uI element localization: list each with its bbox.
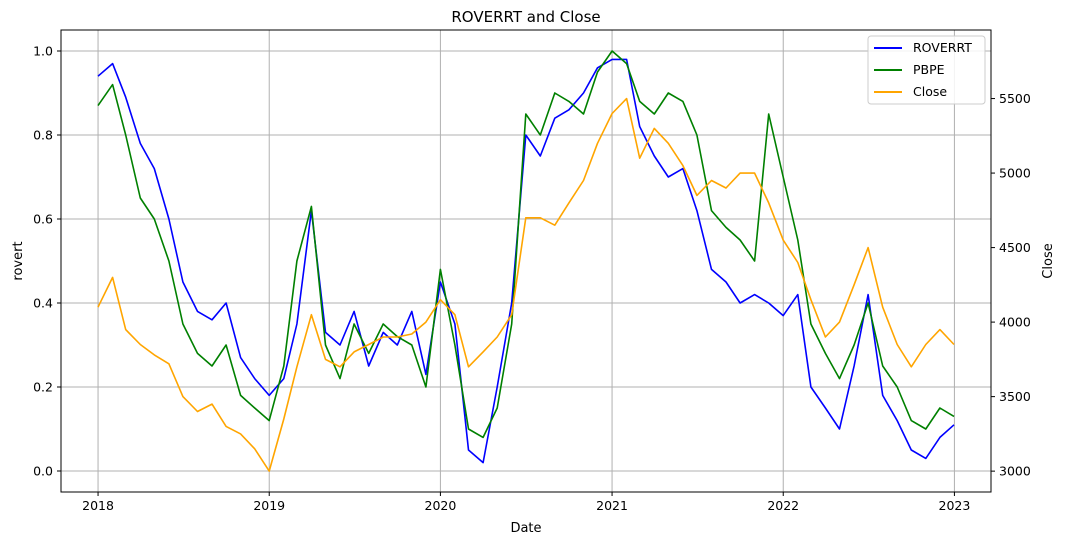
legend-label-pbpe: PBPE bbox=[913, 62, 945, 77]
y-tick-label-right: 5000 bbox=[999, 166, 1031, 181]
plot-frame bbox=[60, 29, 992, 493]
x-tick-label: 2018 bbox=[82, 498, 114, 513]
y-tick-label-left: 0.8 bbox=[33, 128, 53, 143]
y-tick-label-left: 0.0 bbox=[33, 464, 53, 479]
legend-label-close: Close bbox=[913, 84, 947, 99]
y-axis-title-left: rovert bbox=[11, 241, 26, 280]
chart-title: ROVERRT and Close bbox=[451, 8, 600, 26]
y-tick-label-right: 5500 bbox=[999, 91, 1031, 106]
x-tick-label: 2023 bbox=[939, 498, 971, 513]
y-tick-label-left: 0.2 bbox=[33, 380, 53, 395]
x-tick-label: 2022 bbox=[767, 498, 799, 513]
series-line-pbpe bbox=[97, 50, 955, 439]
x-axis-title: Date bbox=[510, 521, 541, 536]
y-axis-left: 0.0 0.2 0.4 0.6 0.8 1.0 bbox=[33, 44, 61, 479]
x-axis: 2018 2019 2020 2021 2022 2023 bbox=[82, 492, 970, 513]
y-tick-label-right: 3500 bbox=[999, 389, 1031, 404]
legend: ROVERRT PBPE Close bbox=[867, 35, 986, 105]
x-tick-label: 2020 bbox=[425, 498, 457, 513]
y-tick-label-left: 0.4 bbox=[33, 296, 53, 311]
x-tick-label: 2019 bbox=[253, 498, 285, 513]
series-lines bbox=[97, 50, 955, 472]
legend-box bbox=[867, 35, 986, 105]
y-tick-label-left: 1.0 bbox=[33, 44, 53, 59]
y-tick-label-left: 0.6 bbox=[33, 212, 53, 227]
y-tick-label-right: 4500 bbox=[999, 240, 1031, 255]
legend-label-roverrt: ROVERRT bbox=[913, 40, 972, 55]
y-axis-title-right: Close bbox=[1041, 243, 1056, 278]
x-tick-label: 2021 bbox=[596, 498, 628, 513]
y-tick-label-right: 3000 bbox=[999, 464, 1031, 479]
y-axis-right: 3000 3500 4000 4500 5000 5500 bbox=[991, 91, 1031, 479]
series-line-roverrt bbox=[97, 58, 955, 464]
series-line-close bbox=[97, 97, 955, 472]
y-tick-label-right: 4000 bbox=[999, 315, 1031, 330]
